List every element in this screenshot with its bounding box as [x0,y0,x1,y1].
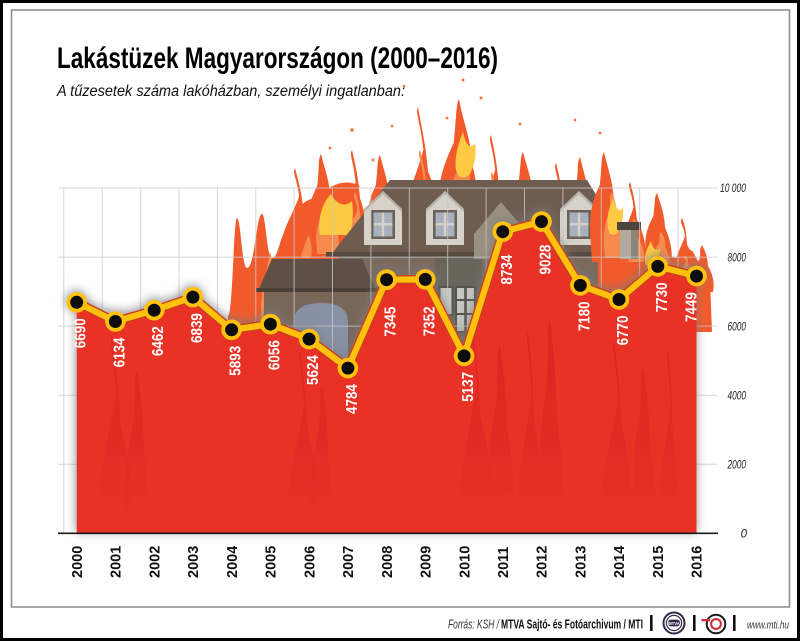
svg-text:6000: 6000 [728,321,747,333]
svg-text:2010: 2010 [457,546,473,578]
svg-text:7180: 7180 [576,301,593,331]
svg-text:2008: 2008 [380,546,396,578]
svg-text:6134: 6134 [111,337,128,368]
svg-text:2007: 2007 [341,546,357,578]
svg-text:A tűzesetek száma lakóházban,: A tűzesetek száma lakóházban, személyi i… [56,83,405,100]
svg-text:8000: 8000 [728,252,747,264]
svg-text:7730: 7730 [654,282,671,312]
svg-text:2013: 2013 [574,546,590,578]
svg-text:6056: 6056 [266,340,283,370]
svg-text:2011: 2011 [496,547,512,578]
svg-text:0: 0 [741,529,748,541]
svg-text:MTVA Sajtó- és Fotóarchivum /: MTVA Sajtó- és Fotóarchivum / MTI [501,617,643,632]
svg-text:www.mti.hu: www.mti.hu [747,620,789,632]
svg-text:Forrás: KSH /: Forrás: KSH / [448,617,500,632]
svg-text:7352: 7352 [421,306,438,336]
svg-text:8734: 8734 [499,254,516,285]
svg-text:2012: 2012 [535,546,551,578]
svg-text:6839: 6839 [189,313,206,343]
svg-text:2002: 2002 [147,546,163,578]
svg-text:9028: 9028 [538,245,555,275]
svg-text:6770: 6770 [615,316,632,346]
svg-text:2003: 2003 [186,546,202,578]
svg-text:4000: 4000 [728,390,747,402]
svg-text:2015: 2015 [651,546,667,578]
svg-text:2005: 2005 [264,546,280,578]
svg-text:2009: 2009 [419,546,435,578]
svg-text:4784: 4784 [344,383,361,414]
svg-text:5893: 5893 [228,346,245,376]
svg-text:5624: 5624 [305,354,322,385]
svg-text:2016: 2016 [690,546,706,578]
svg-text:MTVA: MTVA [668,621,680,626]
svg-text:5137: 5137 [460,372,477,402]
svg-text:7449: 7449 [684,292,701,322]
svg-text:7345: 7345 [383,307,400,337]
svg-text:6690: 6690 [73,318,90,348]
svg-text:2001: 2001 [109,546,125,578]
svg-text:2000: 2000 [727,459,747,471]
svg-text:2004: 2004 [225,546,241,578]
svg-text:2014: 2014 [612,546,628,578]
svg-text:10 000: 10 000 [720,183,746,195]
svg-text:2006: 2006 [302,546,318,578]
svg-text:Lakástüzek Magyarországon (200: Lakástüzek Magyarországon (2000–2016) [57,42,498,75]
svg-text:6462: 6462 [150,326,167,356]
svg-text:2000: 2000 [70,546,86,578]
